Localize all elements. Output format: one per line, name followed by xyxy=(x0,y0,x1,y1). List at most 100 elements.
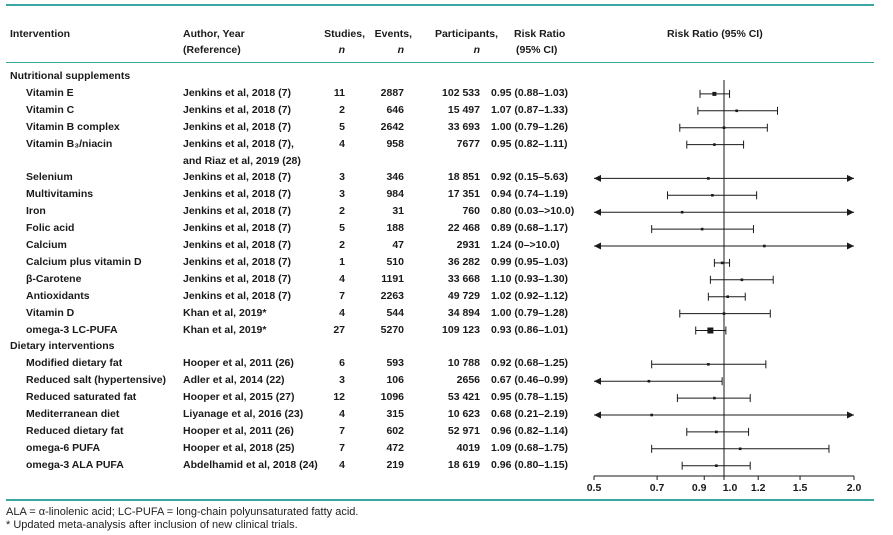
header-events-n: n xyxy=(397,44,404,56)
row-0-9-risk-ratio: 0.99 (0.95–1.03) xyxy=(491,255,569,268)
x-tick-label-5: 1.5 xyxy=(793,482,808,494)
row-0-4-author: Jenkins et al, 2018 (7) xyxy=(183,171,291,184)
row-1-6-point-estimate xyxy=(715,464,718,467)
row-0-3-studies: 4 xyxy=(339,137,345,150)
row-0-4-participants: 18 851 xyxy=(447,171,480,184)
row-0-8-ci-arrow-left xyxy=(594,242,601,250)
row-0-13-author: Khan et al, 2019* xyxy=(183,323,267,336)
row-0-10-intervention: β-Carotene xyxy=(26,272,82,285)
row-0-2-intervention: Vitamin B complex xyxy=(26,120,120,133)
row-0-9-author: Jenkins et al, 2018 (7) xyxy=(183,255,291,268)
row-0-2-author: Jenkins et al, 2018 (7) xyxy=(183,120,291,133)
row-1-5-events: 472 xyxy=(386,441,404,454)
row-1-5-point-estimate xyxy=(738,447,742,451)
row-0-5-studies: 3 xyxy=(339,188,345,201)
row-0-6-point-estimate xyxy=(680,210,684,214)
row-0-13-point-estimate xyxy=(707,327,714,334)
row-1-1-participants: 2656 xyxy=(456,374,480,387)
row-0-4-events: 346 xyxy=(386,171,404,184)
row-1-1-intervention: Reduced salt (hypertensive) xyxy=(26,374,167,387)
row-0-6-events: 31 xyxy=(392,205,404,218)
row-0-0-participants: 102 533 xyxy=(442,86,480,99)
header-participants-n: n xyxy=(473,44,480,56)
row-0-11-author: Jenkins et al, 2018 (7) xyxy=(183,289,291,302)
row-0-11-studies: 7 xyxy=(339,289,345,302)
row-0-8-ci-arrow-right xyxy=(847,242,854,250)
group-label-1: Dietary interventions xyxy=(10,340,115,353)
row-0-4-point-estimate xyxy=(707,177,710,180)
row-0-7-point-estimate xyxy=(700,227,704,231)
row-1-2-participants: 53 421 xyxy=(447,391,480,404)
row-0-6-author: Jenkins et al, 2018 (7) xyxy=(183,205,291,218)
row-0-1-author: Jenkins et al, 2018 (7) xyxy=(183,103,291,116)
row-1-0-point-estimate xyxy=(707,363,710,366)
row-0-3-participants: 7677 xyxy=(456,137,480,150)
row-0-1-intervention: Vitamin C xyxy=(26,103,75,116)
row-0-0-author: Jenkins et al, 2018 (7) xyxy=(183,86,291,99)
row-1-6-studies: 4 xyxy=(339,458,345,471)
row-1-4-point-estimate xyxy=(715,430,718,434)
row-0-11-point-estimate xyxy=(726,295,730,298)
row-0-8-intervention: Calcium xyxy=(26,239,67,251)
row-1-4-intervention: Reduced dietary fat xyxy=(26,424,124,437)
row-1-5-participants: 4019 xyxy=(456,441,480,454)
row-0-8-events: 47 xyxy=(392,239,404,251)
header-author-reference: (Reference) xyxy=(183,44,241,56)
row-1-3-participants: 10 623 xyxy=(447,408,480,420)
x-tick-label-1: 0.7 xyxy=(650,482,665,494)
row-0-9-events: 510 xyxy=(386,255,404,268)
row-0-11-intervention: Antioxidants xyxy=(26,289,90,302)
row-0-10-studies: 4 xyxy=(339,272,345,285)
row-0-7-events: 188 xyxy=(386,222,404,235)
row-0-6-risk-ratio: 0.80 (0.03–>10.0) xyxy=(491,205,575,218)
row-1-0-intervention: Modified dietary fat xyxy=(26,357,123,370)
footnote-updated: * Updated meta-analysis after inclusion … xyxy=(6,519,298,531)
row-0-9-point-estimate xyxy=(720,261,724,265)
row-1-4-studies: 7 xyxy=(339,424,345,437)
row-0-5-participants: 17 351 xyxy=(447,188,480,201)
row-0-5-risk-ratio: 0.94 (0.74–1.19) xyxy=(491,188,569,201)
row-1-5-author: Hooper et al, 2018 (25) xyxy=(183,441,295,454)
row-1-4-author: Hooper et al, 2011 (26) xyxy=(183,424,294,437)
row-1-3-author: Liyanage et al, 2016 (23) xyxy=(183,408,304,420)
row-0-12-intervention: Vitamin D xyxy=(26,306,75,319)
row-0-13-studies: 27 xyxy=(333,323,345,336)
row-0-1-risk-ratio: 1.07 (0.87–1.33) xyxy=(491,103,569,116)
row-1-5-studies: 7 xyxy=(339,441,345,454)
row-0-0-risk-ratio: 0.95 (0.88–1.03) xyxy=(491,86,569,99)
row-1-5-risk-ratio: 1.09 (0.68–1.75) xyxy=(491,441,569,454)
header-events: Events, xyxy=(374,28,412,40)
row-0-7-author: Jenkins et al, 2018 (7) xyxy=(183,222,291,235)
row-1-2-studies: 12 xyxy=(333,391,345,404)
row-0-4-ci-arrow-left xyxy=(594,174,601,182)
row-0-7-intervention: Folic acid xyxy=(26,222,75,235)
row-0-0-events: 2887 xyxy=(380,86,404,99)
x-tick-label-2: 0.9 xyxy=(692,482,707,494)
row-1-6-intervention: omega-3 ALA PUFA xyxy=(26,458,124,471)
x-tick-label-3: 1.0 xyxy=(723,482,738,494)
row-0-0-intervention: Vitamin E xyxy=(26,86,74,99)
row-0-12-risk-ratio: 1.00 (0.79–1.28) xyxy=(491,306,569,319)
header-intervention: Intervention xyxy=(10,28,71,40)
x-tick-label-0: 0.5 xyxy=(587,482,602,494)
row-0-13-participants: 109 123 xyxy=(442,323,480,336)
row-1-3-point-estimate xyxy=(650,413,653,417)
header-participants: Participants, xyxy=(434,28,498,40)
x-tick-label-4: 1.2 xyxy=(751,482,766,494)
row-0-7-risk-ratio: 0.89 (0.68–1.17) xyxy=(491,222,569,235)
row-0-2-events: 2642 xyxy=(380,120,404,133)
group-label-0: Nutritional supplements xyxy=(10,70,131,82)
row-1-0-author: Hooper et al, 2011 (26) xyxy=(183,357,294,370)
row-0-3-events: 958 xyxy=(386,137,404,150)
row-0-11-risk-ratio: 1.02 (0.92–1.12) xyxy=(491,289,569,302)
row-0-8-studies: 2 xyxy=(339,239,345,251)
row-0-1-studies: 2 xyxy=(339,103,345,116)
row-0-12-events: 544 xyxy=(386,306,404,319)
row-0-0-point-estimate xyxy=(712,91,717,96)
row-0-4-studies: 3 xyxy=(339,171,345,184)
row-0-6-intervention: Iron xyxy=(26,205,46,218)
row-0-13-intervention: omega-3 LC-PUFA xyxy=(26,323,118,336)
row-0-7-studies: 5 xyxy=(339,222,345,235)
row-0-13-risk-ratio: 0.93 (0.86–1.01) xyxy=(491,323,569,336)
row-1-2-point-estimate xyxy=(713,396,716,400)
